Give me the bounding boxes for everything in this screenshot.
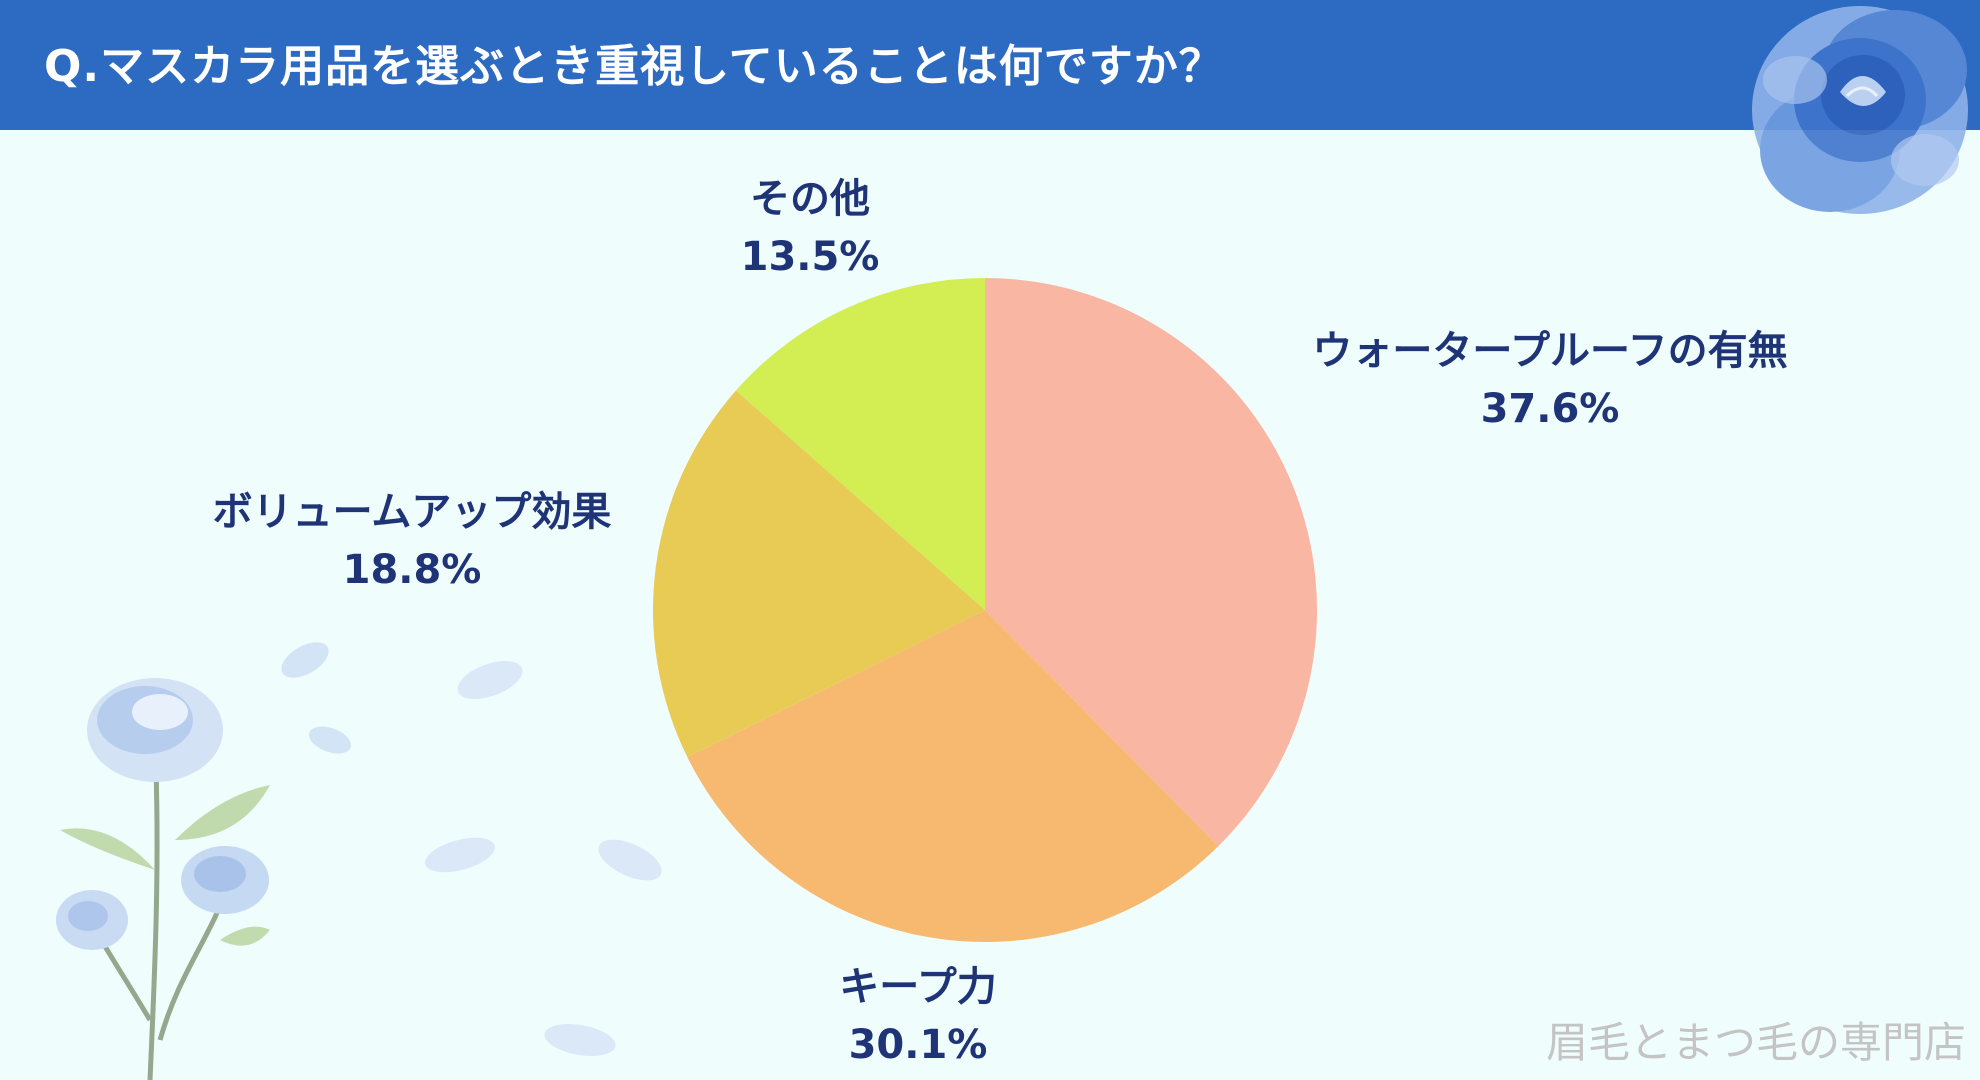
- slice-waterproof: [985, 278, 1317, 847]
- slice-label: ボリュームアップ効果 18.8%: [213, 483, 612, 599]
- rose-decoration-top-icon: [1752, 6, 1968, 214]
- slice-other: [735, 278, 985, 610]
- slice-label-percent: 13.5%: [740, 234, 880, 280]
- slice-label-name: キープ力: [839, 964, 997, 1010]
- slice-keep: [687, 610, 1219, 942]
- brand-name: 眉毛とまつ毛の専門店: [1545, 1018, 1966, 1067]
- slice-label-name: その他: [750, 176, 870, 222]
- petal-decoration-icon: [425, 660, 662, 1057]
- slice-label: キープ力 30.1%: [839, 958, 997, 1074]
- slice-label: その他 13.5%: [741, 170, 880, 286]
- slice-label-name: ウォータープルーフの有無: [1312, 328, 1788, 374]
- slice-label-name: ボリュームアップ効果: [212, 489, 612, 535]
- slice-label-percent: 18.8%: [342, 547, 482, 593]
- header-bar: Q.マスカラ用品を選ぶとき重視していることは何ですか？: [0, 0, 1980, 130]
- slice-volume: [652, 390, 985, 757]
- page-title: Q.マスカラ用品を選ぶとき重視していることは何ですか？: [44, 41, 1224, 92]
- flower-decoration-bottom-icon: [56, 642, 352, 1080]
- slice-label: ウォータープルーフの有無 37.6%: [1312, 322, 1787, 438]
- slice-label-percent: 37.6%: [1480, 386, 1620, 432]
- slice-label-percent: 30.1%: [848, 1022, 988, 1068]
